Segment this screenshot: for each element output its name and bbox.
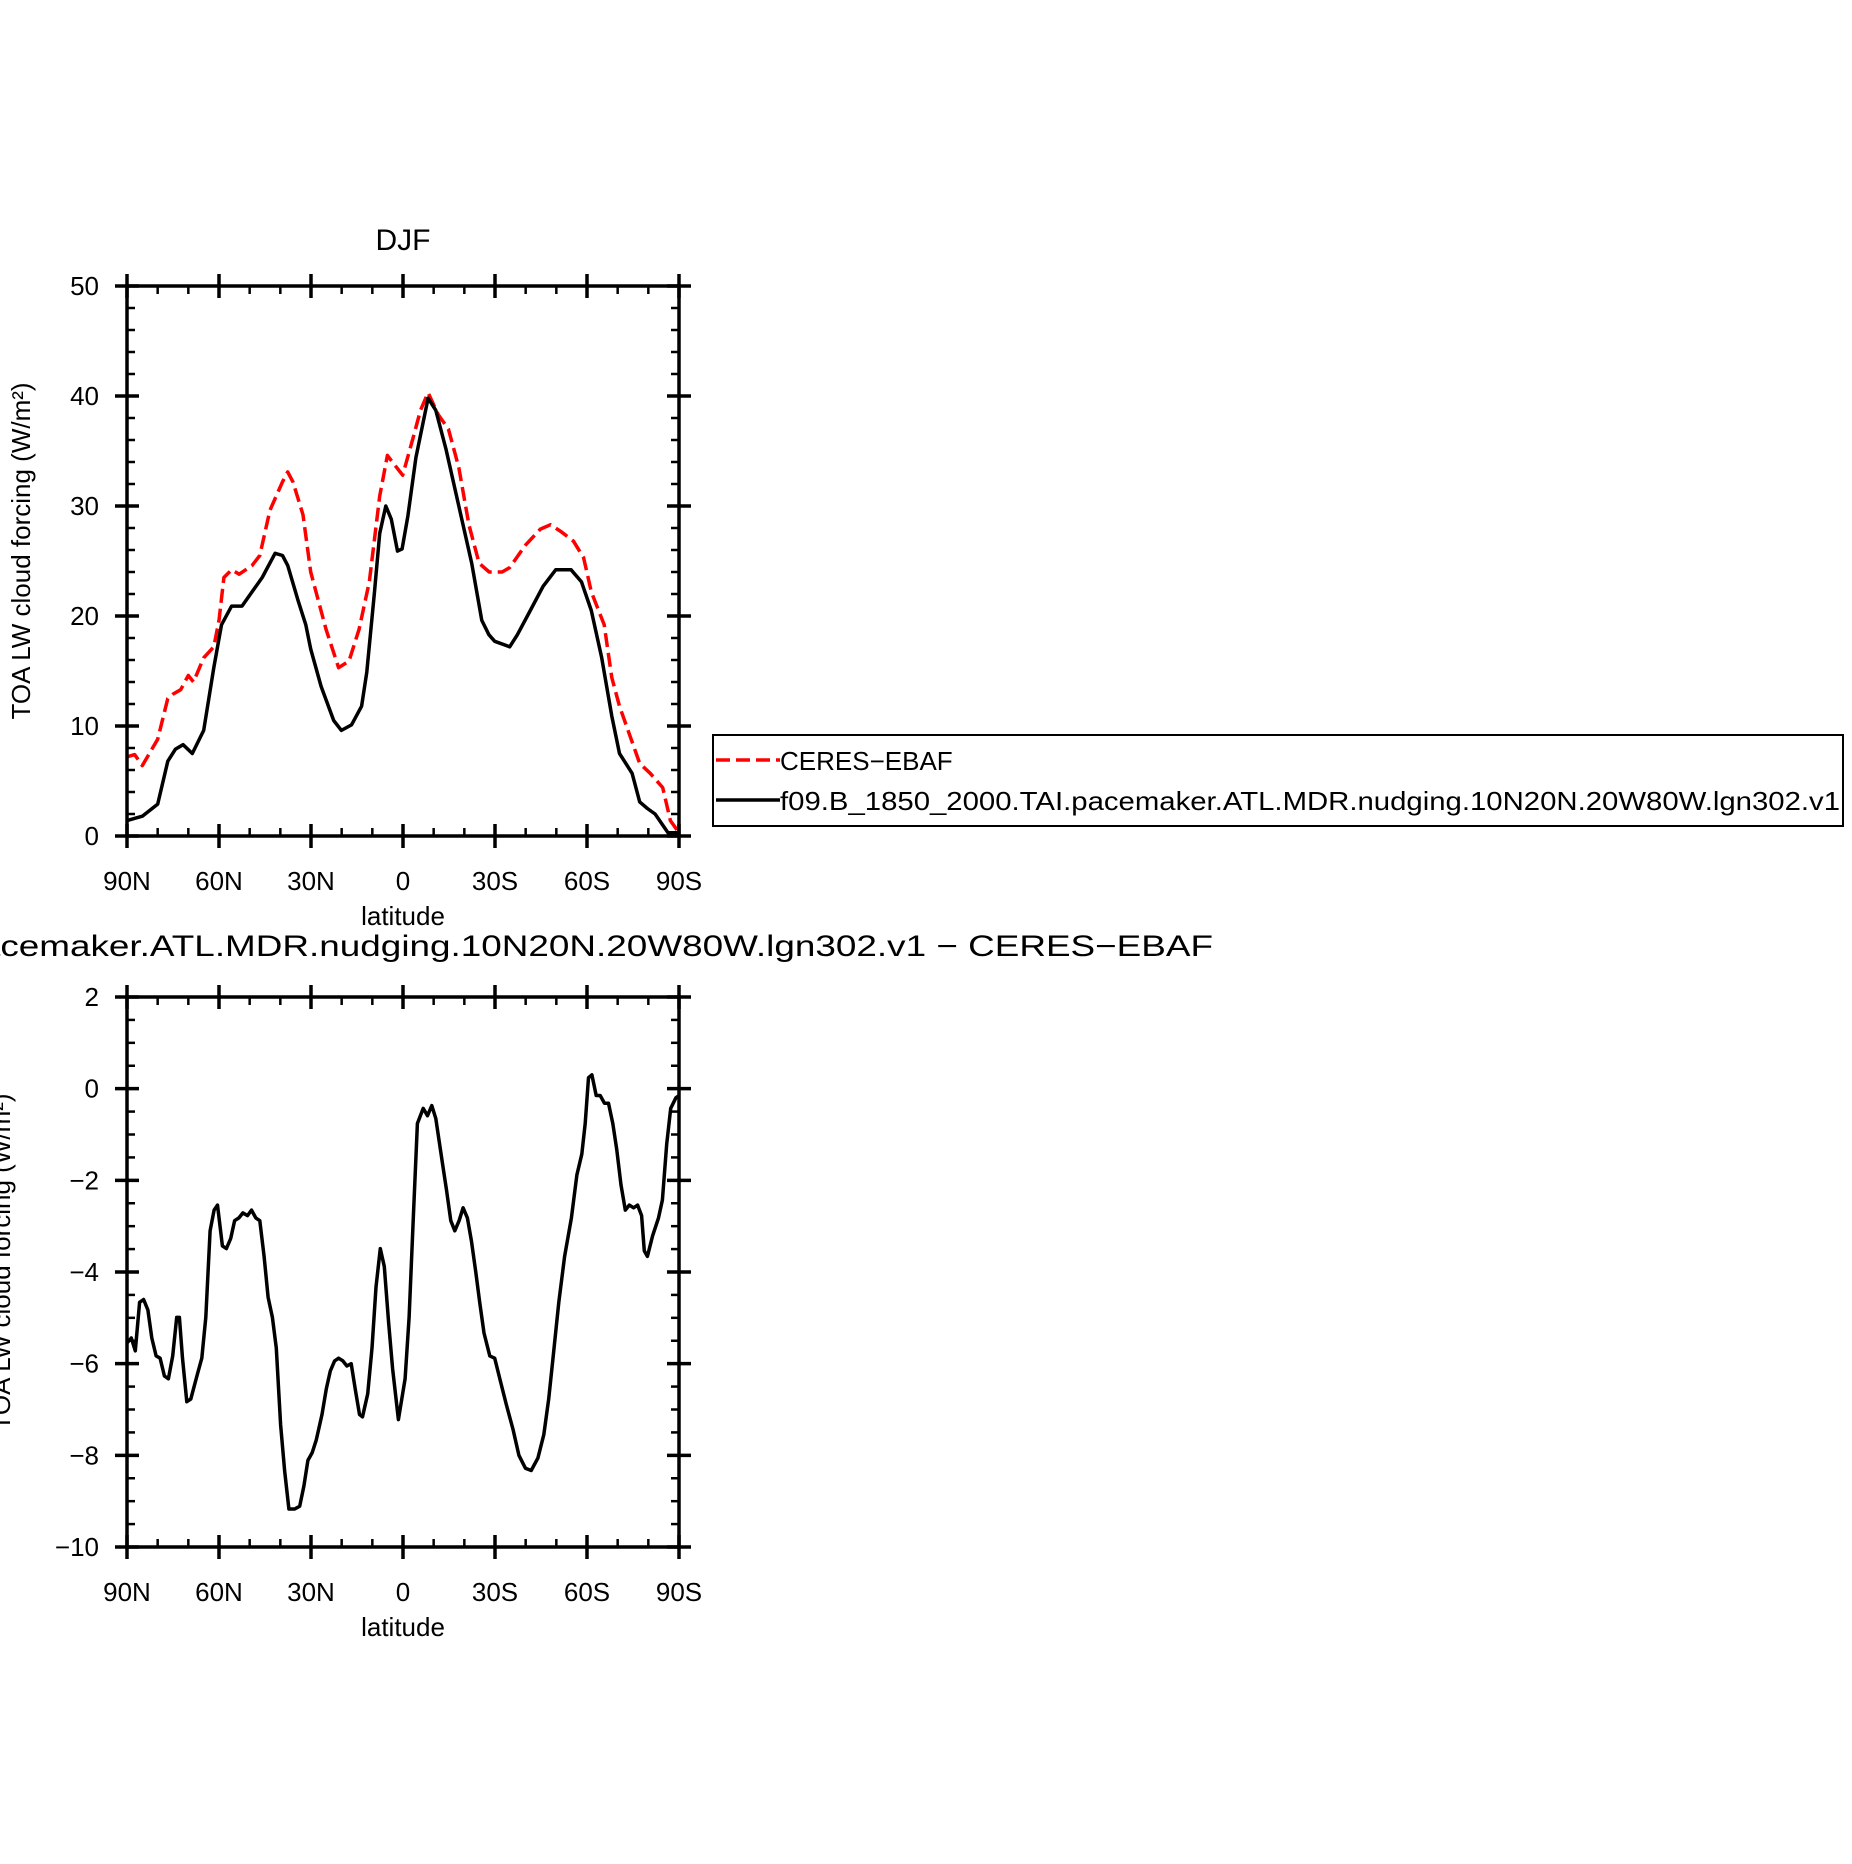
y-tick-label: 0 <box>85 821 99 851</box>
legend-label-model: f09.B_1850_2000.TAI.pacemaker.ATL.MDR.nu… <box>780 786 1840 816</box>
plot-frame <box>125 284 681 838</box>
top-panel-djf: DJF 90N 60N 30N 0 30S 60S 90S latitude 0 10 20 30 40 5… <box>6 224 702 931</box>
y-axis-title: TOA LW cloud forcing (W/m²) <box>6 382 36 719</box>
x-tick-label: 30S <box>472 1577 518 1607</box>
x-axis-title: latitude <box>361 1612 445 1642</box>
series-line-ceres-ebaf <box>126 390 681 834</box>
legend-label-ceres: CERES−EBAF <box>780 746 953 776</box>
y-tick-label: 0 <box>85 1074 99 1104</box>
y-tick-label: 40 <box>70 381 99 411</box>
x-tick-label: 60S <box>564 866 610 896</box>
y-tick-label: 50 <box>70 271 99 301</box>
series-line-difference <box>125 1073 681 1511</box>
x-tick-label: 90S <box>656 1577 702 1607</box>
y-axis-title: TOA LW cloud forcing (W/m²) <box>0 1093 16 1430</box>
legend: CERES−EBAF f09.B_1850_2000.TAI.pacemaker… <box>712 734 1844 827</box>
bottom-panel-difference: f09.B_1850_2000.TAI.pacemaker.ATL.MDR.nu… <box>0 930 1213 1642</box>
x-tick-label: 60N <box>195 1577 243 1607</box>
y-tick-label: −4 <box>69 1257 99 1287</box>
series-line-model <box>126 396 679 835</box>
x-tick-label: 90N <box>103 1577 151 1607</box>
y-tick-label: 2 <box>85 982 99 1012</box>
x-tick-label: 30N <box>287 1577 335 1607</box>
x-axis-title: latitude <box>361 901 445 931</box>
y-tick-label: −2 <box>69 1165 99 1195</box>
y-tick-label: −8 <box>69 1440 99 1470</box>
y-tick-label: −6 <box>69 1349 99 1379</box>
x-tick-label: 0 <box>396 866 410 896</box>
y-tick-label: −10 <box>55 1532 99 1562</box>
x-tick-label: 90N <box>103 866 151 896</box>
x-tick-label: 90S <box>656 866 702 896</box>
chart-title: f09.B_1850_2000.TAI.pacemaker.ATL.MDR.nu… <box>0 930 1213 963</box>
x-tick-label: 30S <box>472 866 518 896</box>
y-tick-label: 30 <box>70 491 99 521</box>
x-tick-label: 0 <box>396 1577 410 1607</box>
y-tick-label: 20 <box>70 601 99 631</box>
y-tick-label: 10 <box>70 711 99 741</box>
x-tick-label: 30N <box>287 866 335 896</box>
x-tick-label: 60N <box>195 866 243 896</box>
legend-box <box>712 734 1844 827</box>
x-tick-label: 60S <box>564 1577 610 1607</box>
chart-title: DJF <box>376 224 431 257</box>
